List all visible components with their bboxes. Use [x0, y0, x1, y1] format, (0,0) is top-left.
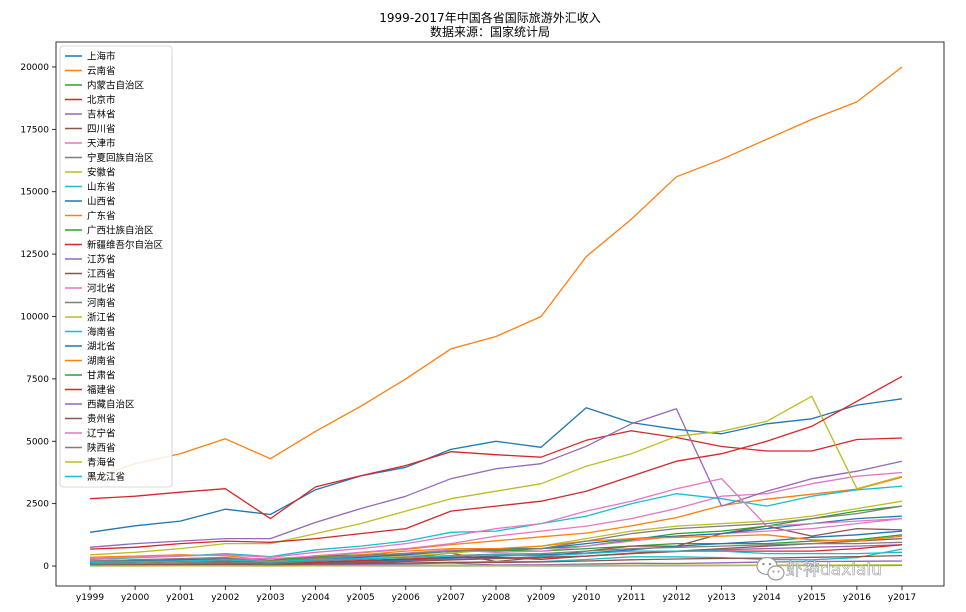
y-tick-label: 5000 [26, 437, 49, 447]
legend-label: 黑龙江省 [87, 471, 125, 483]
series-line-13 [89, 544, 903, 565]
legend-label: 江西省 [87, 268, 116, 280]
x-tick-label: y2000 [121, 593, 150, 603]
chart-subtitle: 数据来源：国家统计局 [430, 24, 550, 39]
legend-label: 辽宁省 [87, 428, 116, 440]
x-tick-label: y2007 [437, 593, 465, 603]
x-tick-label: y2014 [753, 593, 782, 603]
legend-label: 海南省 [87, 326, 116, 338]
x-tick-label: y2003 [256, 593, 284, 603]
legend-label: 新疆维吾尔自治区 [87, 239, 164, 251]
x-tick-label: y2010 [572, 593, 601, 603]
legend-label: 天津市 [87, 138, 116, 150]
legend-label: 北京市 [87, 94, 116, 106]
x-tick-label: y2008 [482, 593, 511, 603]
legend-label: 四川省 [87, 123, 116, 135]
legend-label: 上海市 [87, 51, 116, 63]
y-tick-label: 12500 [20, 250, 49, 260]
x-tick-label: y2006 [392, 593, 421, 603]
x-tick-label: y2013 [707, 593, 735, 603]
series-line-3 [89, 430, 903, 520]
legend-label: 江苏省 [87, 254, 116, 266]
legend-label: 内蒙古自治区 [87, 80, 145, 92]
legend-label: 西藏自治区 [87, 399, 135, 411]
series-line-0 [89, 398, 903, 533]
legend-label: 宁夏回族自治区 [87, 152, 154, 164]
chart-title: 1999-2017年中国各省国际旅游外汇收入 [379, 10, 600, 25]
legend-label: 山东省 [87, 181, 116, 193]
legend-label: 河南省 [87, 297, 116, 309]
legend-label: 河北省 [87, 283, 116, 295]
legend-label: 湖北省 [87, 341, 116, 353]
legend-label: 湖南省 [87, 355, 116, 367]
x-tick-label: y2011 [617, 593, 645, 603]
series-line-11 [89, 66, 903, 480]
x-tick-label: y2015 [798, 593, 826, 603]
series-line-29 [89, 550, 903, 563]
x-tick-label: y2012 [662, 593, 690, 603]
legend-label: 吉林省 [87, 109, 116, 121]
y-tick-label: 7500 [26, 375, 49, 385]
wechat-icon [756, 556, 785, 581]
legend-label: 广西壮族自治区 [87, 225, 154, 237]
x-tick-label: y2017 [888, 593, 916, 603]
series-line-27 [89, 505, 903, 563]
legend-label: 甘肃省 [87, 370, 116, 382]
y-tick-label: 20000 [20, 63, 49, 73]
series-line-1 [89, 476, 903, 562]
series-line-14 [89, 408, 903, 548]
plot-frame [55, 41, 945, 587]
plot-area: 0 2500 5000 7500 10000 12500 15000 17500 20000 y1… [20, 41, 945, 603]
legend-label: 福建省 [87, 384, 116, 396]
legend-label: 陕西省 [87, 442, 116, 454]
legend-label: 山西省 [87, 196, 116, 208]
watermark-text: 虾神daxialu [786, 560, 882, 580]
series-line-9 [89, 485, 903, 561]
legend-label: 广东省 [87, 210, 116, 222]
legend-label: 云南省 [87, 65, 116, 77]
x-tick-label: y2004 [301, 593, 330, 603]
legend-box [59, 45, 173, 488]
y-tick-label: 10000 [20, 312, 49, 322]
legend-label: 安徽省 [87, 167, 116, 179]
series-line-17 [89, 541, 903, 565]
y-tick-label: 15000 [20, 188, 49, 198]
x-tick-label: y2009 [527, 593, 556, 603]
y-tick-label: 0 [43, 562, 49, 572]
x-tick-label: y2001 [166, 593, 194, 603]
x-tick-label: y2002 [211, 593, 239, 603]
legend-label: 浙江省 [87, 312, 116, 324]
legend: 上海市云南省内蒙古自治区北京市吉林省四川省天津市宁夏回族自治区安徽省山东省山西省… [59, 45, 173, 488]
x-tick-label: y2005 [347, 593, 375, 603]
series-line-23 [89, 375, 903, 550]
x-tick-label: y2016 [843, 593, 872, 603]
y-tick-label: 2500 [26, 500, 49, 510]
series-line-18 [89, 395, 903, 556]
x-tick-label: y1999 [76, 593, 105, 603]
series-line-26 [89, 478, 903, 560]
y-tick-label: 17500 [20, 125, 49, 135]
legend-label: 青海省 [87, 457, 116, 469]
watermark: 虾神daxialu [756, 556, 882, 581]
legend-label: 贵州省 [87, 413, 116, 425]
